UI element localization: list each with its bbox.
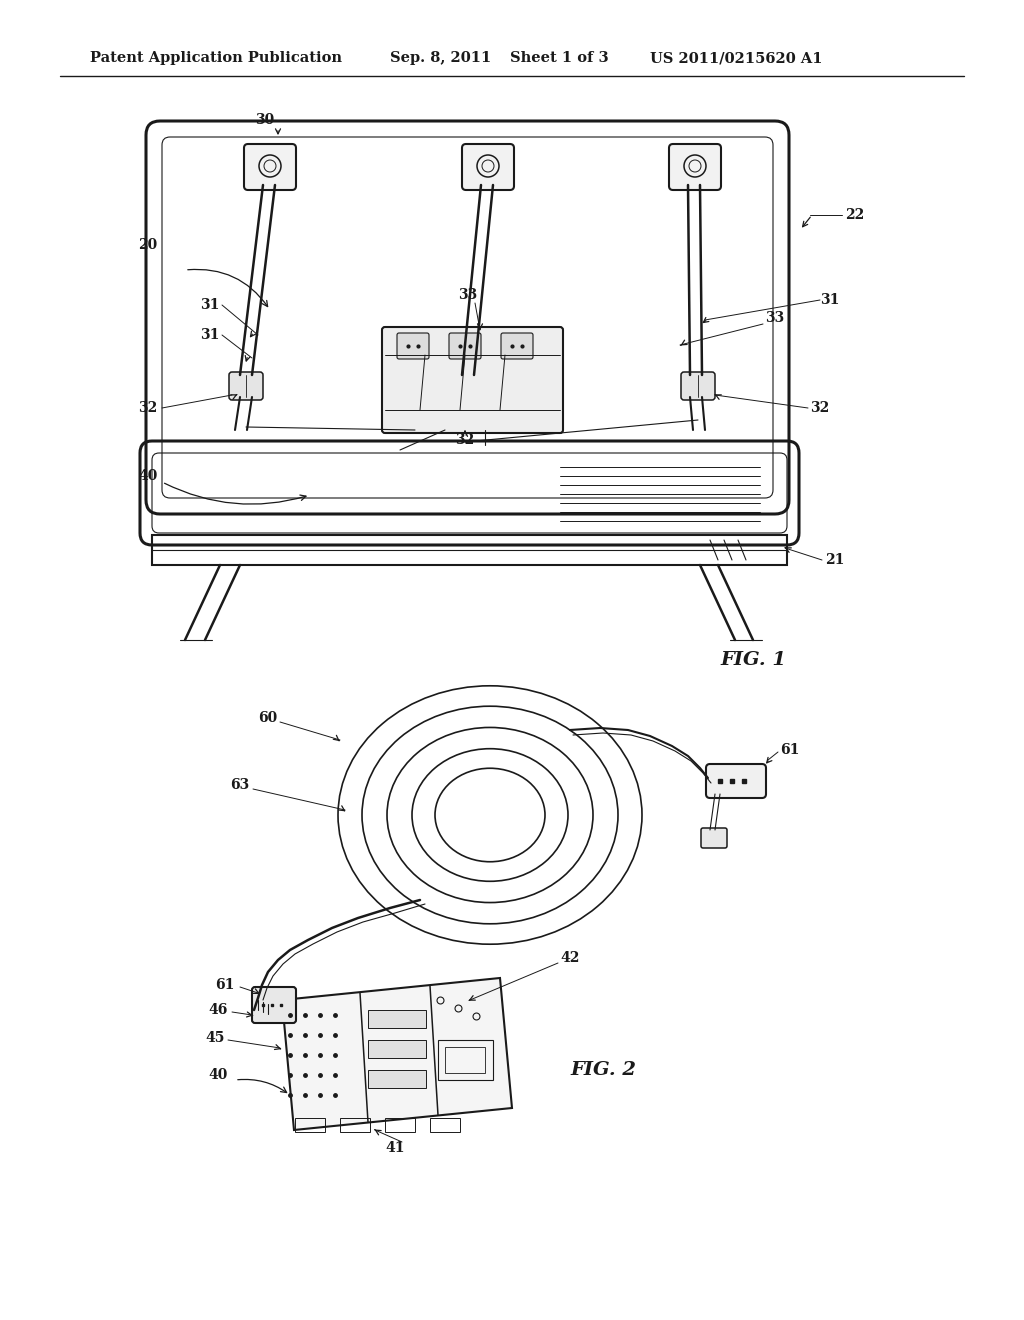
- FancyBboxPatch shape: [701, 828, 727, 847]
- FancyBboxPatch shape: [669, 144, 721, 190]
- Text: 45: 45: [206, 1031, 224, 1045]
- Bar: [445, 1047, 485, 1073]
- Text: 40: 40: [208, 1068, 227, 1082]
- Text: 61: 61: [215, 978, 234, 993]
- Bar: [368, 1040, 426, 1059]
- FancyArrowPatch shape: [165, 483, 306, 504]
- Text: 63: 63: [230, 777, 250, 792]
- Bar: [430, 1118, 460, 1133]
- FancyBboxPatch shape: [462, 144, 514, 190]
- Text: 30: 30: [255, 114, 274, 127]
- Text: FIG. 1: FIG. 1: [720, 651, 786, 669]
- FancyBboxPatch shape: [681, 372, 715, 400]
- FancyBboxPatch shape: [382, 327, 563, 433]
- FancyArrowPatch shape: [238, 1080, 287, 1093]
- Bar: [438, 1040, 493, 1080]
- Bar: [295, 1118, 325, 1133]
- FancyArrowPatch shape: [187, 269, 267, 306]
- Text: 32: 32: [456, 433, 475, 447]
- FancyBboxPatch shape: [449, 333, 481, 359]
- Text: 32: 32: [138, 401, 158, 414]
- Text: Sheet 1 of 3: Sheet 1 of 3: [510, 51, 608, 65]
- Text: 22: 22: [846, 209, 864, 222]
- Text: 61: 61: [780, 743, 800, 756]
- Text: 31: 31: [201, 298, 220, 312]
- FancyBboxPatch shape: [252, 987, 296, 1023]
- Text: 31: 31: [820, 293, 840, 308]
- Text: Patent Application Publication: Patent Application Publication: [90, 51, 342, 65]
- Text: 42: 42: [560, 950, 580, 965]
- FancyBboxPatch shape: [244, 144, 296, 190]
- Bar: [152, 535, 787, 565]
- Text: 20: 20: [138, 238, 158, 252]
- FancyBboxPatch shape: [501, 333, 534, 359]
- Text: 46: 46: [208, 1003, 227, 1016]
- Bar: [340, 1118, 370, 1133]
- Bar: [368, 1010, 426, 1028]
- Text: 33: 33: [459, 288, 477, 302]
- Polygon shape: [282, 978, 512, 1130]
- Bar: [385, 1118, 415, 1133]
- Text: Sep. 8, 2011: Sep. 8, 2011: [390, 51, 492, 65]
- Bar: [368, 1071, 426, 1088]
- Text: 40: 40: [138, 469, 158, 483]
- Text: 21: 21: [825, 553, 845, 568]
- FancyBboxPatch shape: [706, 764, 766, 799]
- Text: US 2011/0215620 A1: US 2011/0215620 A1: [650, 51, 822, 65]
- FancyBboxPatch shape: [229, 372, 263, 400]
- Text: 41: 41: [385, 1140, 404, 1155]
- Text: 33: 33: [765, 312, 784, 325]
- Text: 60: 60: [258, 711, 278, 725]
- Text: FIG. 2: FIG. 2: [570, 1061, 636, 1078]
- Text: 31: 31: [201, 327, 220, 342]
- FancyBboxPatch shape: [397, 333, 429, 359]
- Text: 32: 32: [810, 401, 829, 414]
